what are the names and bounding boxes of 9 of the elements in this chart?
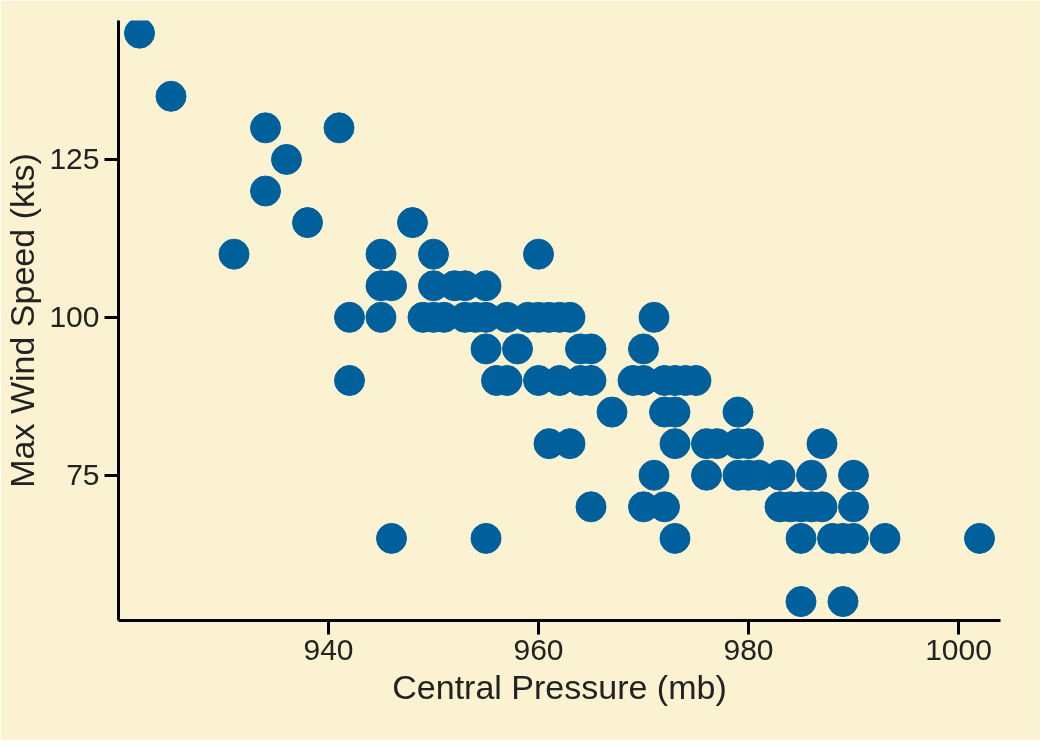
y-tick-label: 125 [49, 142, 100, 176]
x-tick-label: 980 [723, 632, 774, 666]
y-tick-label: 75 [66, 458, 100, 492]
x-tick-label: 940 [303, 632, 354, 666]
y-axis-title: Max Wind Speed (kts) [3, 153, 42, 488]
x-tick-label: 960 [513, 632, 564, 666]
x-axis-title: Central Pressure (mb) [392, 667, 727, 706]
y-tick-label: 100 [49, 300, 100, 334]
x-tick-label: 1000 [925, 632, 992, 666]
